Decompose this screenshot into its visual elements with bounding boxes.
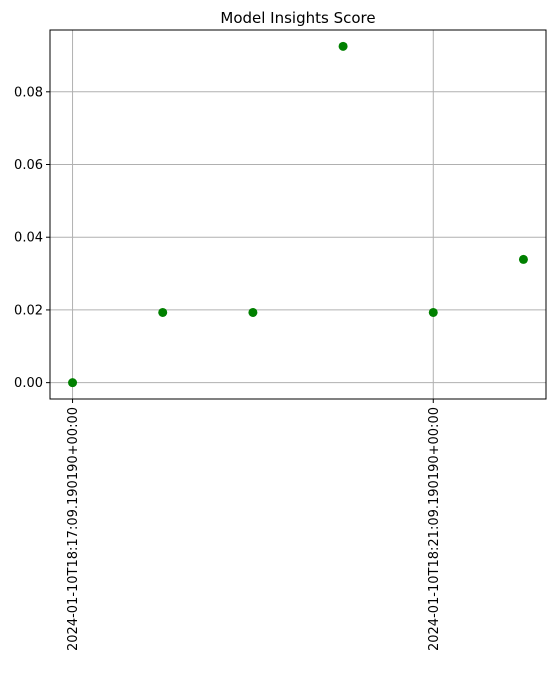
- grid-layer: [50, 30, 546, 399]
- x-tick-label: 2024-01-10T18:21:09.190190+00:00: [427, 407, 442, 651]
- y-tick-label: 0.08: [14, 85, 43, 100]
- y-tick-label: 0.06: [14, 158, 43, 173]
- chart-title: Model Insights Score: [220, 9, 375, 27]
- points-layer: [68, 41, 528, 388]
- data-point: [248, 307, 258, 317]
- y-tick-label: 0.00: [14, 376, 43, 391]
- data-point: [338, 41, 348, 51]
- x-axis: 2024-01-10T18:17:09.190190+00:00 2024-01-…: [66, 399, 442, 651]
- data-point: [428, 307, 438, 317]
- y-tick-label: 0.04: [14, 231, 43, 246]
- data-point: [68, 378, 78, 388]
- x-tick-label: 2024-01-10T18:17:09.190190+00:00: [66, 407, 81, 651]
- y-tick-label: 0.02: [14, 303, 43, 318]
- data-point: [158, 307, 168, 317]
- y-axis: 0.00 0.02 0.04 0.06 0.08: [14, 85, 50, 391]
- plot-frame: [49, 29, 547, 400]
- data-point: [518, 254, 528, 264]
